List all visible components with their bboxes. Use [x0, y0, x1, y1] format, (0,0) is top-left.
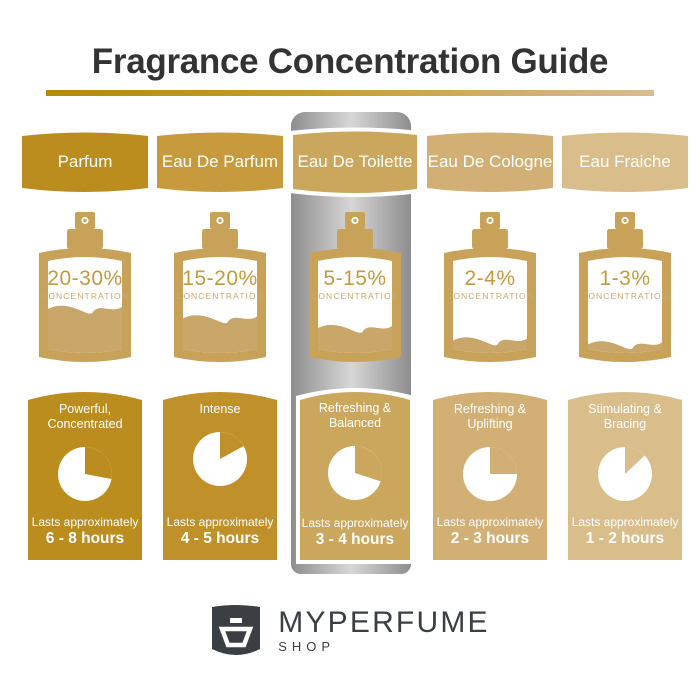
lasts-label: Lasts approximately — [166, 515, 274, 529]
badge-eau-de-cologne[interactable]: Eau De Cologne — [425, 130, 555, 194]
duration-card[interactable]: Stimulating & Bracing Lasts approximatel… — [568, 388, 682, 560]
card-title: Refreshing & Balanced — [318, 401, 392, 430]
page-title: Fragrance Concentration Guide — [91, 42, 609, 81]
column-eau-de-parfum: Eau De Parfum 15-20% CONCENTRATION Inten… — [155, 0, 285, 700]
badge-eau-de-toilette[interactable]: Eau De Toilette — [288, 126, 422, 198]
bottle-illustration: 2-4% CONCENTRATION — [430, 210, 550, 370]
duration-pie-chart — [463, 447, 517, 501]
duration-card[interactable]: Refreshing & Uplifting Lasts approximate… — [433, 388, 547, 560]
badge-label: Eau De Parfum — [161, 152, 279, 171]
column-eau-de-cologne: Eau De Cologne 2-4% CONCENTRATION Refres… — [425, 0, 555, 700]
badge-label: Parfum — [57, 152, 113, 171]
column-eau-de-toilette: Eau De Toilette 5-15% CONCENTRATION Refr… — [288, 0, 422, 700]
column-eau-fraiche: Eau Fraiche 1-3% CONCENTRATION Stimulati… — [560, 0, 690, 700]
duration-pie-chart — [598, 447, 652, 501]
bottle-illustration: 15-20% CONCENTRATION — [160, 210, 280, 370]
duration-value: 6 - 8 hours — [45, 530, 125, 547]
duration-value: 1 - 2 hours — [585, 530, 665, 547]
duration-value: 2 - 3 hours — [450, 530, 530, 547]
duration-pie-chart — [58, 447, 112, 501]
duration-value: 4 - 5 hours — [180, 530, 260, 547]
badge-parfum[interactable]: Parfum — [20, 130, 150, 194]
brand-logo: MYPERFUME SHOP — [0, 598, 700, 664]
badge-eau-fraiche[interactable]: Eau Fraiche — [560, 130, 690, 194]
lasts-label: Lasts approximately — [571, 515, 679, 529]
badge-label: Eau De Toilette — [297, 152, 413, 171]
logo-sub: SHOP — [278, 639, 336, 654]
column-parfum: Parfum 20-30% CONCENTRATION Powerful, Co… — [20, 0, 150, 700]
logo-wordmark: MYPERFUME SHOP — [278, 607, 489, 655]
duration-pie-chart — [328, 446, 382, 500]
title-divider — [46, 90, 654, 96]
lasts-label: Lasts approximately — [31, 515, 139, 529]
lasts-label: Lasts approximately — [301, 516, 409, 530]
duration-pie-chart — [193, 432, 247, 486]
perfume-bottle-shield-icon — [212, 605, 261, 655]
logo-brand: MYPERFUME — [278, 606, 490, 639]
card-title: Powerful, Concentrated — [47, 402, 123, 431]
duration-card[interactable]: Powerful, Concentrated Lasts approximate… — [28, 388, 142, 560]
duration-value: 3 - 4 hours — [315, 531, 395, 548]
badge-label: Eau De Cologne — [427, 152, 553, 171]
duration-card[interactable]: Intense Lasts approximately 4 - 5 hours — [163, 388, 277, 560]
badge-label: Eau Fraiche — [579, 152, 671, 171]
card-title: Stimulating & Bracing — [588, 402, 662, 431]
card-title: Intense — [199, 402, 241, 416]
bottle-illustration: 20-30% CONCENTRATION — [25, 210, 145, 370]
bottle-illustration: 5-15% CONCENTRATION — [295, 210, 415, 370]
lasts-label: Lasts approximately — [436, 515, 544, 529]
card-title: Refreshing & Uplifting — [453, 402, 527, 431]
duration-card[interactable]: Refreshing & Balanced Lasts approximatel… — [296, 384, 414, 564]
badge-eau-de-parfum[interactable]: Eau De Parfum — [155, 130, 285, 194]
bottle-illustration: 1-3% CONCENTRATION — [565, 210, 685, 370]
